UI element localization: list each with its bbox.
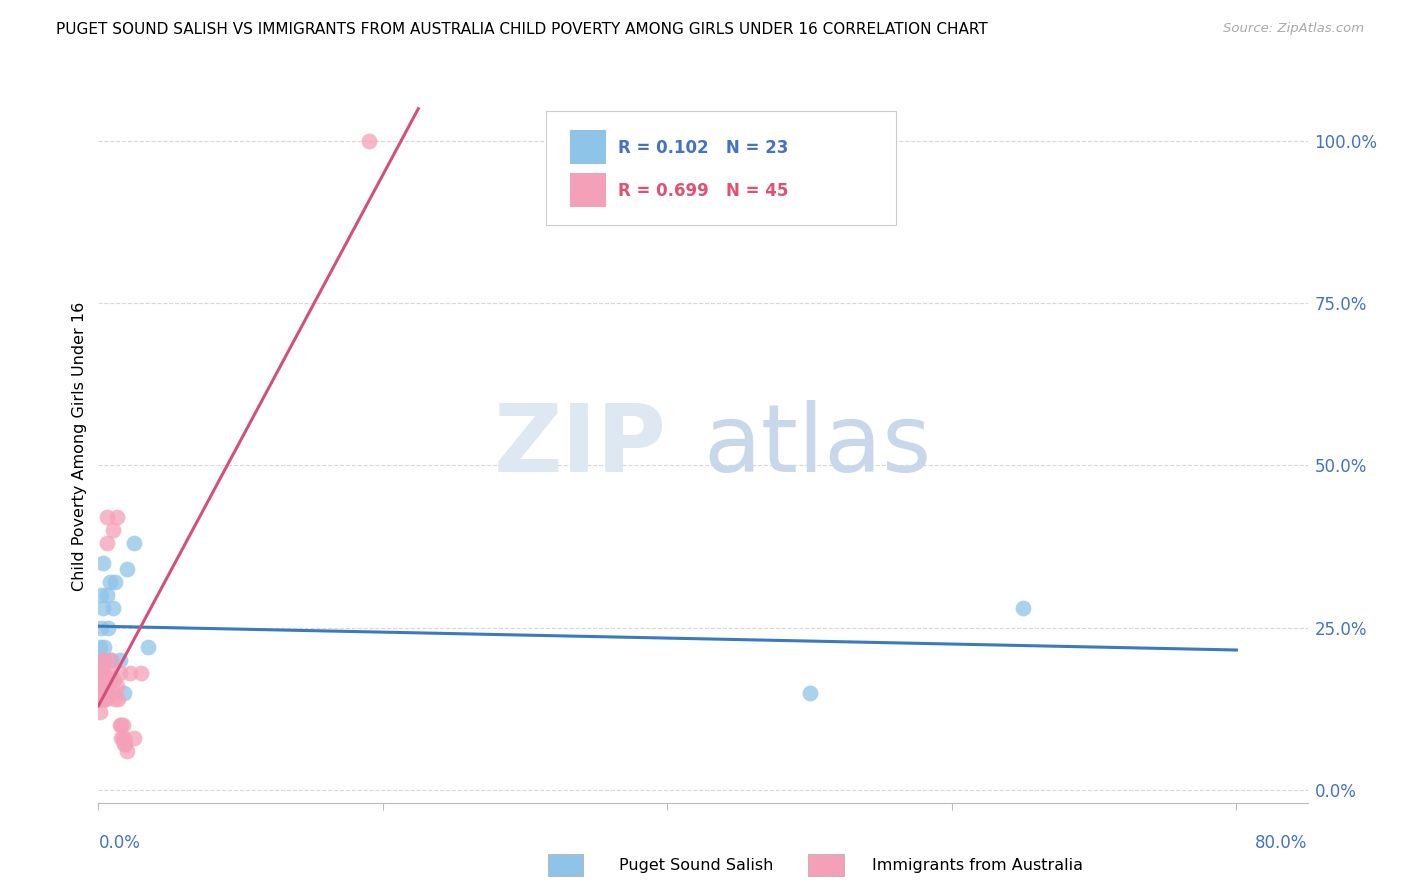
- Point: [115, 562, 138, 576]
- Point: [98, 666, 121, 681]
- Point: [97, 673, 120, 687]
- Point: [357, 134, 380, 148]
- Point: [96, 588, 118, 602]
- Point: [93, 653, 115, 667]
- Point: [90, 588, 112, 602]
- Point: [90, 666, 112, 681]
- Point: [100, 653, 122, 667]
- Point: [96, 510, 118, 524]
- Text: Puget Sound Salish: Puget Sound Salish: [619, 858, 773, 872]
- Text: Source: ZipAtlas.com: Source: ZipAtlas.com: [1223, 22, 1364, 36]
- Point: [98, 673, 121, 687]
- Point: [108, 718, 131, 732]
- Text: 0.0%: 0.0%: [98, 834, 141, 852]
- Point: [90, 685, 112, 699]
- Point: [105, 510, 128, 524]
- Point: [107, 692, 129, 706]
- Point: [112, 731, 135, 745]
- Point: [89, 705, 111, 719]
- FancyBboxPatch shape: [569, 130, 606, 164]
- Point: [105, 679, 128, 693]
- Point: [93, 653, 115, 667]
- Point: [115, 744, 138, 758]
- Point: [97, 621, 120, 635]
- Point: [93, 640, 115, 654]
- Point: [90, 621, 112, 635]
- Point: [89, 685, 111, 699]
- Point: [91, 556, 114, 570]
- Point: [108, 653, 131, 667]
- Text: atlas: atlas: [703, 400, 931, 492]
- Text: 80.0%: 80.0%: [1256, 834, 1308, 852]
- Point: [89, 679, 111, 693]
- Point: [91, 692, 114, 706]
- Point: [103, 673, 125, 687]
- Point: [97, 685, 120, 699]
- Point: [101, 601, 124, 615]
- Point: [94, 685, 117, 699]
- Text: Immigrants from Australia: Immigrants from Australia: [872, 858, 1083, 872]
- Point: [94, 679, 117, 693]
- Point: [111, 718, 134, 732]
- Point: [98, 575, 121, 590]
- Point: [91, 666, 114, 681]
- Point: [87, 666, 110, 681]
- Point: [94, 692, 117, 706]
- Text: PUGET SOUND SALISH VS IMMIGRANTS FROM AUSTRALIA CHILD POVERTY AMONG GIRLS UNDER : PUGET SOUND SALISH VS IMMIGRANTS FROM AU…: [56, 22, 988, 37]
- Point: [112, 685, 135, 699]
- Text: ZIP: ZIP: [494, 400, 666, 492]
- Point: [101, 685, 124, 699]
- Point: [96, 536, 118, 550]
- Point: [89, 640, 111, 654]
- Text: R = 0.699   N = 45: R = 0.699 N = 45: [619, 182, 789, 200]
- Y-axis label: Child Poverty Among Girls Under 16: Child Poverty Among Girls Under 16: [72, 301, 87, 591]
- Point: [91, 679, 114, 693]
- Point: [100, 653, 122, 667]
- Point: [129, 666, 152, 681]
- Point: [1012, 601, 1035, 615]
- Point: [94, 673, 117, 687]
- Point: [122, 731, 145, 745]
- Point: [90, 692, 112, 706]
- Point: [118, 666, 141, 681]
- Point: [89, 653, 111, 667]
- Point: [110, 731, 132, 745]
- Point: [91, 601, 114, 615]
- Point: [93, 692, 115, 706]
- Point: [104, 575, 127, 590]
- Point: [108, 666, 131, 681]
- Point: [110, 718, 132, 732]
- Point: [136, 640, 159, 654]
- FancyBboxPatch shape: [546, 111, 897, 225]
- Text: R = 0.102   N = 23: R = 0.102 N = 23: [619, 139, 789, 157]
- Point: [114, 738, 136, 752]
- Point: [90, 653, 112, 667]
- Point: [799, 685, 821, 699]
- Point: [101, 524, 124, 538]
- Point: [90, 666, 112, 681]
- FancyBboxPatch shape: [569, 173, 606, 207]
- Point: [93, 666, 115, 681]
- Point: [122, 536, 145, 550]
- Point: [104, 692, 127, 706]
- Point: [111, 731, 134, 745]
- Point: [112, 738, 135, 752]
